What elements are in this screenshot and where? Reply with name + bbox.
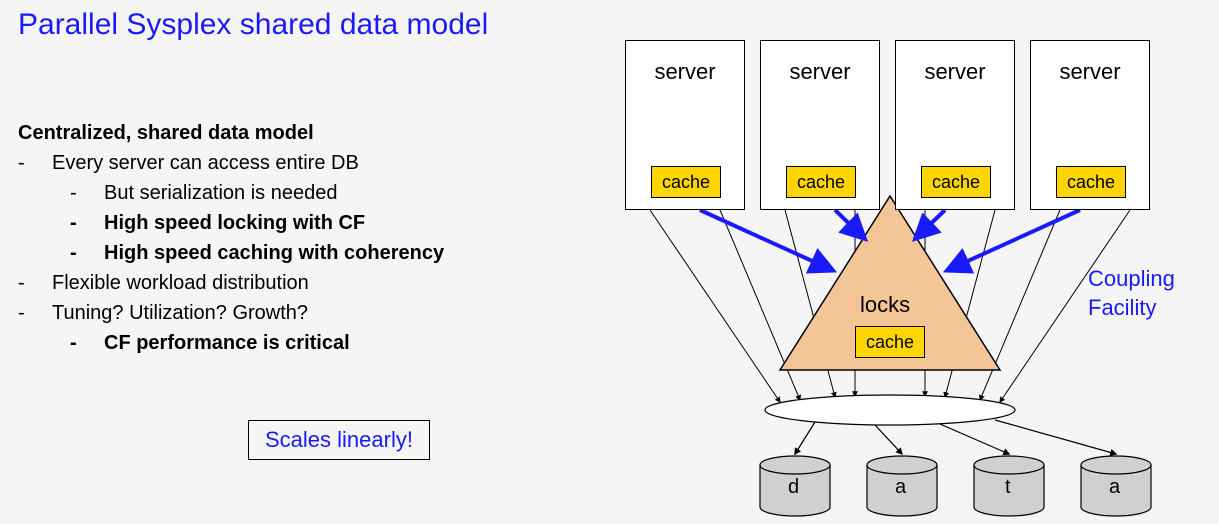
architecture-diagram: server cache server cache server cache s… — [620, 40, 1200, 520]
cache-box: cache — [1056, 166, 1126, 198]
text-heading: Centralized, shared data model — [18, 118, 444, 148]
bullet-1b: High speed locking with CF — [70, 208, 444, 238]
locks-label: locks — [860, 292, 910, 318]
scales-linearly-box: Scales linearly! — [248, 420, 430, 460]
bullet-1c: High speed caching with coherency — [70, 238, 444, 268]
slide-title: Parallel Sysplex shared data model — [18, 8, 488, 42]
db-letter-1: d — [788, 476, 799, 499]
cache-box: cache — [651, 166, 721, 198]
server-box-3: server cache — [895, 40, 1015, 210]
server-box-2: server cache — [760, 40, 880, 210]
server-label: server — [896, 59, 1014, 85]
db-letter-4: a — [1109, 476, 1120, 499]
server-box-1: server cache — [625, 40, 745, 210]
db-letter-3: t — [1005, 476, 1011, 499]
server-box-4: server cache — [1030, 40, 1150, 210]
cf-cache-box: cache — [855, 326, 925, 358]
bullet-1: Every server can access entire DB — [18, 148, 444, 178]
bullet-3a: CF performance is critical — [70, 328, 444, 358]
coupling-facility-label: Coupling Facility — [1088, 265, 1175, 322]
server-label: server — [1031, 59, 1149, 85]
server-label: server — [626, 59, 744, 85]
cache-box: cache — [786, 166, 856, 198]
bullet-2: Flexible workload distribution — [18, 268, 444, 298]
bullet-3: Tuning? Utilization? Growth? — [18, 298, 444, 328]
server-label: server — [761, 59, 879, 85]
cache-box: cache — [921, 166, 991, 198]
db-letter-2: a — [895, 476, 906, 499]
bullet-text-block: Centralized, shared data model Every ser… — [18, 118, 444, 358]
data-bus-ellipse — [765, 395, 1015, 425]
bullet-1a: But serialization is needed — [70, 178, 444, 208]
